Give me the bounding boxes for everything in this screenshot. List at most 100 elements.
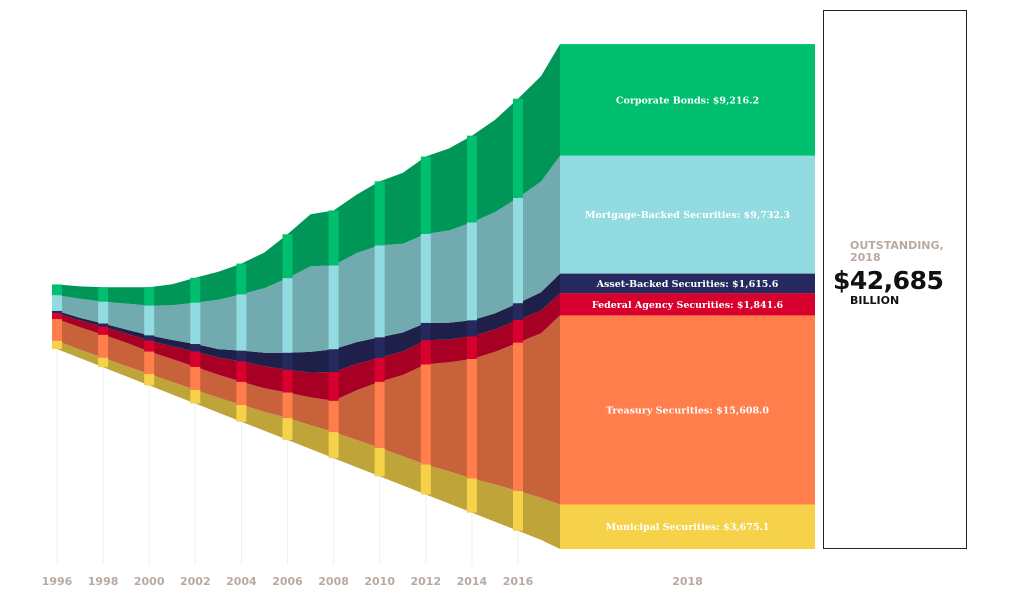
stripe-2006-mortgage-backed-securities — [282, 278, 293, 353]
stripe-2016-federal-agency-securities — [513, 319, 523, 343]
segment-label-municipal-securities: Municipal Securities: $3,675.1 — [606, 522, 770, 533]
stripe-1998-municipal-securities — [98, 357, 109, 368]
stripe-2014-municipal-securities — [466, 478, 477, 513]
stripe-2012-mortgage-backed-securities — [420, 233, 431, 323]
stripe-2008-mortgage-backed-securities — [328, 265, 339, 350]
stripe-2000-corporate-bonds — [144, 287, 155, 306]
stripe-2010-federal-agency-securities — [374, 357, 385, 382]
stripe-1996-treasury-securities — [52, 319, 62, 341]
bar-2018-municipal-securities — [560, 504, 815, 549]
tick-2002: 2002 — [180, 575, 211, 588]
bar-2018-mortgage-backed-securities — [560, 155, 815, 274]
stripe-2012-federal-agency-securities — [420, 340, 431, 365]
stripe-2006-federal-agency-securities — [282, 369, 293, 393]
stripe-2010-mortgage-backed-securities — [374, 245, 385, 338]
area-mortgage-backed-securities — [57, 155, 560, 353]
tick-1998: 1998 — [88, 575, 119, 588]
stripe-2000-treasury-securities — [144, 351, 155, 374]
stripe-2006-municipal-securities — [282, 418, 293, 440]
tick-2012: 2012 — [410, 575, 441, 588]
stripe-2012-municipal-securities — [420, 464, 431, 495]
stripe-2016-mortgage-backed-securities — [513, 197, 523, 304]
total-value: $42,685 — [833, 266, 944, 295]
outstanding-year: 2018 — [850, 251, 881, 264]
stripe-2000-federal-agency-securities — [144, 340, 155, 352]
outstanding-label: OUTSTANDING, 2018 — [850, 240, 970, 264]
stripe-1996-mortgage-backed-securities — [52, 295, 62, 311]
stripe-2002-mortgage-backed-securities — [190, 302, 201, 345]
area-federal-agency-securities — [57, 293, 560, 401]
stripe-2014-mortgage-backed-securities — [466, 222, 477, 321]
stripe-1998-corporate-bonds — [98, 287, 109, 302]
stripe-1996-asset-backed-securities — [52, 310, 62, 314]
stripe-2002-federal-agency-securities — [190, 351, 201, 367]
total-outline-box — [823, 10, 967, 549]
stripe-1996-corporate-bonds — [52, 284, 62, 296]
tick-2006: 2006 — [272, 575, 303, 588]
tick-2004: 2004 — [226, 575, 257, 588]
stripe-2000-municipal-securities — [144, 373, 155, 386]
stripe-2000-mortgage-backed-securities — [144, 305, 155, 336]
stripe-2002-corporate-bonds — [190, 277, 201, 303]
stripe-2008-treasury-securities — [328, 400, 339, 433]
stripe-2012-treasury-securities — [420, 364, 431, 465]
stripe-1998-treasury-securities — [98, 334, 109, 358]
bar-2018-federal-agency-securities — [560, 293, 815, 316]
tick-2008: 2008 — [318, 575, 349, 588]
stripe-2016-municipal-securities — [513, 490, 523, 531]
stripe-2016-asset-backed-securities — [513, 303, 523, 320]
stripe-1998-federal-agency-securities — [98, 326, 109, 335]
stripe-1996-municipal-securities — [52, 340, 62, 349]
tick-2010: 2010 — [364, 575, 395, 588]
segment-label-treasury-securities: Treasury Securities: $15,608.0 — [606, 405, 769, 416]
stripe-1996-federal-agency-securities — [52, 313, 62, 320]
segment-label-asset-backed-securities: Asset-Backed Securities: $1,615.6 — [596, 279, 779, 290]
segment-label-corporate-bonds: Corporate Bonds: $9,216.2 — [616, 95, 759, 106]
segment-label-mortgage-backed-securities: Mortgage-Backed Securities: $9,732.3 — [585, 210, 790, 221]
stripe-2008-municipal-securities — [328, 432, 339, 459]
tick-2018: 2018 — [672, 575, 703, 588]
stripe-2008-federal-agency-securities — [328, 371, 339, 401]
stripe-2008-asset-backed-securities — [328, 349, 339, 372]
stripe-2014-asset-backed-securities — [466, 320, 477, 337]
stripe-2004-municipal-securities — [236, 404, 247, 422]
stripe-2004-mortgage-backed-securities — [236, 294, 247, 351]
segment-labels: Municipal Securities: $3,675.1 Treasury S… — [585, 95, 790, 533]
stripe-2004-federal-agency-securities — [236, 361, 247, 382]
area-layers — [57, 44, 560, 549]
bar-2018-treasury-securities — [560, 315, 815, 505]
stripe-2016-corporate-bonds — [513, 98, 523, 198]
stripe-2016-treasury-securities — [513, 342, 523, 491]
stripe-2014-treasury-securities — [466, 358, 477, 479]
stripe-2014-federal-agency-securities — [466, 336, 477, 359]
stripe-2004-treasury-securities — [236, 381, 247, 405]
outstanding-label-text: OUTSTANDING, — [850, 239, 944, 252]
area-asset-backed-securities — [57, 273, 560, 373]
stripe-1998-asset-backed-securities — [98, 323, 109, 327]
stripe-2006-treasury-securities — [282, 392, 293, 419]
tick-2014: 2014 — [457, 575, 488, 588]
area-municipal-securities — [57, 340, 560, 549]
segment-label-federal-agency-securities: Federal Agency Securities: $1,841.6 — [592, 300, 784, 311]
stripe-2010-municipal-securities — [374, 447, 385, 477]
stripe-2012-asset-backed-securities — [420, 322, 431, 341]
stripe-2008-corporate-bonds — [328, 210, 339, 266]
bar-2018-corporate-bonds — [560, 44, 815, 156]
stripe-2002-treasury-securities — [190, 366, 201, 390]
stripe-2004-corporate-bonds — [236, 263, 247, 295]
total-unit: BILLION — [850, 294, 900, 307]
tick-2000: 2000 — [134, 575, 165, 588]
area-corporate-bonds — [57, 44, 560, 306]
tick-1996: 1996 — [42, 575, 73, 588]
stripe-2002-asset-backed-securities — [190, 344, 201, 352]
area-treasury-securities — [57, 315, 560, 505]
bar-2018 — [560, 44, 815, 549]
stripe-2000-asset-backed-securities — [144, 335, 155, 341]
stripe-2010-corporate-bonds — [374, 181, 385, 246]
stripe-2014-corporate-bonds — [466, 135, 477, 223]
stripe-2010-treasury-securities — [374, 381, 385, 448]
stripe-2006-asset-backed-securities — [282, 352, 293, 370]
stripe-2010-asset-backed-securities — [374, 337, 385, 358]
x-axis-ticks: 1996 1998 2000 2002 2004 2006 2008 2010 2012 2014… — [42, 575, 703, 588]
